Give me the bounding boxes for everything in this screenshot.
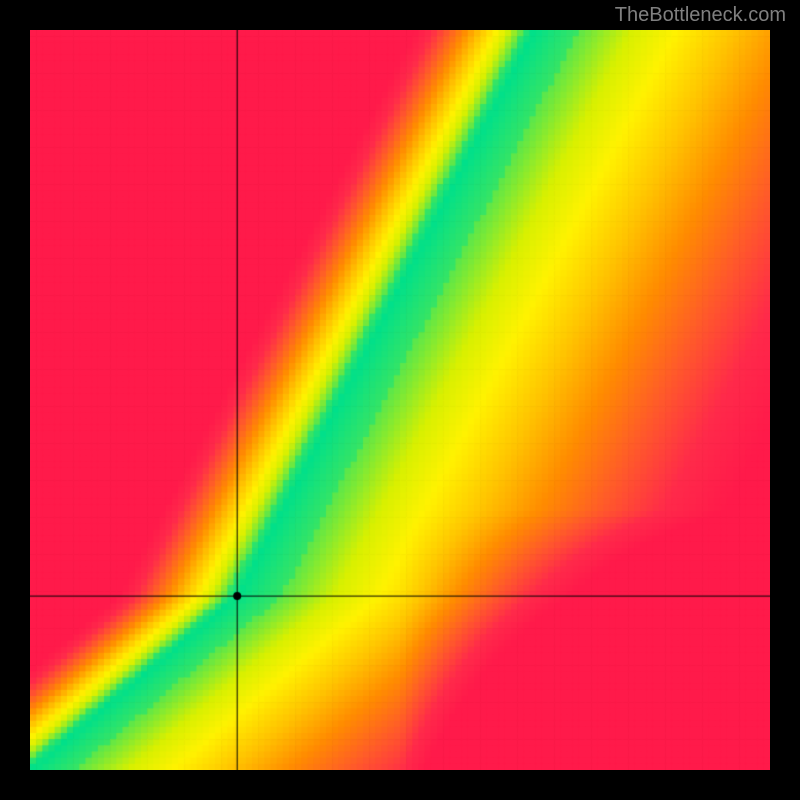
watermark-text: TheBottleneck.com bbox=[615, 4, 786, 27]
bottleneck-heatmap bbox=[30, 30, 770, 770]
heatmap-canvas bbox=[30, 30, 770, 770]
